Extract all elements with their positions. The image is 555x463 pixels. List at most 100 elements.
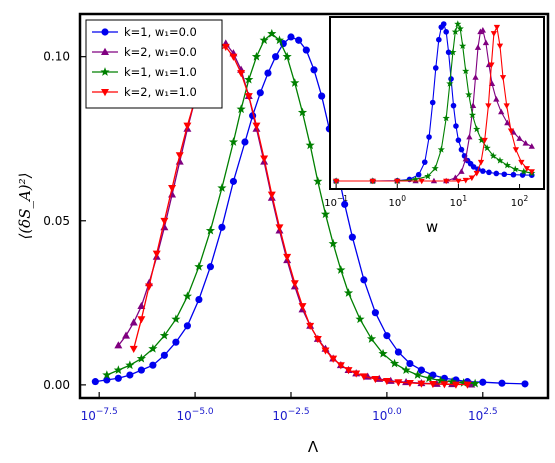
inset-data-point [445, 49, 452, 56]
main-data-point [168, 185, 177, 193]
legend-label: k=1, w₁=1.0 [124, 65, 197, 79]
inset-data-point [473, 125, 481, 133]
inset-data-point [449, 48, 457, 56]
inset-plot-frame [329, 16, 545, 190]
main-x-axis-label: Λ [308, 438, 319, 456]
inset-data-point [465, 90, 473, 98]
inset-data-point [432, 65, 439, 71]
main-data-point [244, 93, 253, 101]
main-y-tick-label: 0.05 [43, 214, 70, 228]
legend-marker [100, 67, 110, 76]
main-data-point [394, 348, 402, 356]
inset-data-point [473, 170, 480, 177]
main-data-point [417, 380, 426, 388]
inset-data-point [489, 152, 497, 159]
main-y-tick-label: 0.00 [43, 378, 70, 392]
main-data-point [348, 233, 356, 241]
main-data-point [371, 376, 380, 384]
main-data-point [318, 92, 326, 100]
inset-data-point [426, 134, 432, 140]
inset-data-point [474, 44, 482, 50]
main-data-point [451, 381, 460, 389]
main-data-point [383, 332, 391, 340]
main-data-point [237, 70, 246, 78]
inset-x-axis-label: w [426, 218, 438, 236]
main-data-point [282, 51, 292, 61]
inset-data-point [528, 143, 535, 149]
inset-data-point [520, 167, 528, 175]
main-data-point [171, 314, 181, 324]
inset-data-point [490, 31, 497, 37]
inset-data-point [440, 21, 447, 27]
legend-label: k=1, w₁=0.0 [124, 25, 197, 39]
inset-data-point [455, 178, 462, 185]
main-data-point [114, 341, 123, 349]
main-data-point [137, 316, 146, 324]
inset-data-point [411, 175, 420, 183]
main-data-point [290, 280, 299, 288]
main-data-point [206, 263, 214, 271]
main-data-point [102, 370, 112, 379]
main-data-point [344, 367, 353, 375]
main-data-point [272, 53, 280, 61]
inset-data-point [415, 171, 422, 178]
main-data-point [148, 343, 158, 353]
main-data-point [498, 379, 506, 387]
main-data-point [470, 378, 480, 388]
main-data-point [283, 253, 292, 262]
main-data-point [114, 374, 122, 382]
main-data-point [126, 371, 134, 379]
legend-marker [101, 89, 109, 97]
main-data-point [183, 322, 191, 330]
main-data-point [149, 361, 157, 369]
inset-x-tick-label: 102 [511, 194, 529, 209]
inset-data-point [458, 168, 465, 174]
inset-data-point [485, 103, 492, 109]
main-data-point [137, 301, 146, 310]
main-data-point [436, 375, 446, 385]
inset-data-point [443, 29, 449, 35]
legend-box [85, 19, 223, 109]
inset-data-point [482, 39, 490, 46]
inset-data-point [493, 170, 500, 177]
main-data-point [298, 303, 307, 311]
main-data-point [463, 381, 472, 389]
main-data-point [328, 238, 338, 248]
legend: k=1, w₁=0.0 k=2, w₁=0.0 k=1, w₁=1.0 k=2, w₁… [85, 19, 223, 109]
main-data-point [264, 69, 272, 77]
legend-marker [101, 28, 109, 36]
main-data-point [241, 138, 249, 146]
main-x-tick-label: 100.0 [372, 407, 402, 423]
main-data-point [229, 53, 238, 61]
inset-data-point [499, 75, 507, 81]
main-series-line-4 [133, 46, 468, 386]
inset-data-point [523, 166, 531, 172]
main-data-point [305, 140, 315, 150]
main-data-point [290, 78, 300, 87]
main-data-point [341, 200, 349, 208]
inset-data-point [470, 164, 477, 170]
inset-data-point [446, 79, 454, 87]
main-data-point [152, 250, 161, 258]
main-data-point [459, 378, 469, 387]
main-x-tick-label: 10−2.5 [272, 407, 309, 423]
main-data-point [205, 225, 216, 235]
main-data-point [297, 107, 308, 117]
inset-data-point [477, 159, 485, 166]
main-x-tick-label: 102.5 [468, 407, 498, 423]
legend-label: k=2, w₁=0.0 [124, 45, 197, 59]
main-data-point [113, 365, 123, 375]
main-data-point [103, 376, 111, 384]
main-data-point [229, 177, 238, 185]
inset-plot-area [332, 20, 536, 185]
main-data-point [306, 322, 315, 330]
inset-data-point [501, 171, 508, 178]
inset-data-point [424, 172, 432, 180]
main-data-point [244, 74, 254, 84]
inset-data-point [511, 165, 519, 173]
inset-data-point [483, 144, 491, 152]
inset-data-point [462, 67, 470, 75]
main-data-point [221, 43, 230, 52]
main-data-point [310, 66, 318, 74]
inset-data-point [479, 26, 486, 33]
